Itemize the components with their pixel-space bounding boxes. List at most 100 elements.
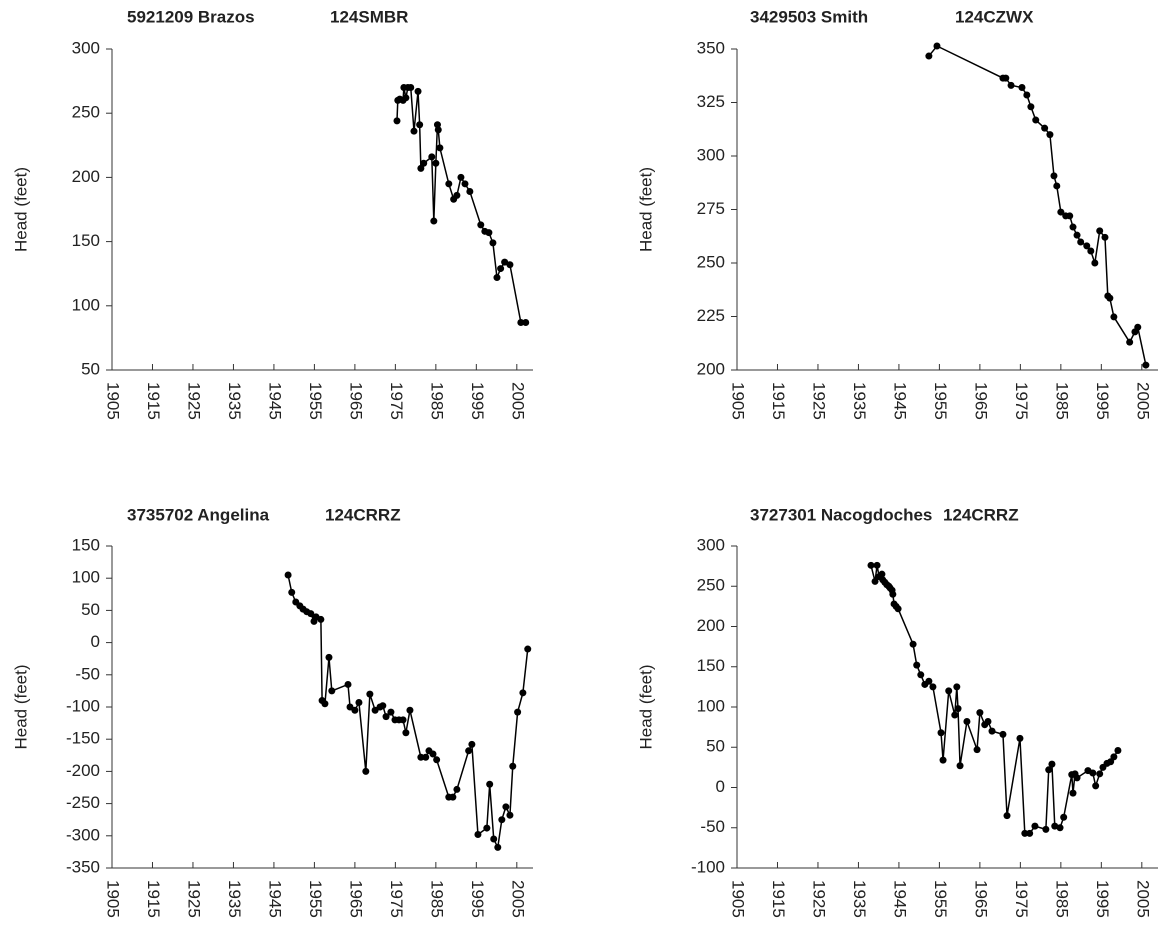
data-point (325, 653, 333, 661)
data-point (1031, 822, 1039, 830)
x-tick-label: 1915 (769, 382, 788, 420)
data-point (933, 42, 941, 50)
x-tick-label: 1975 (387, 382, 406, 420)
data-point (1016, 734, 1024, 742)
x-tick-label: 1915 (144, 382, 163, 420)
x-tick-label: 1975 (1012, 880, 1031, 918)
data-point (988, 727, 996, 735)
x-tick-label: 1925 (809, 880, 828, 918)
y-tick-label: 300 (697, 145, 725, 164)
x-tick-label: 1965 (346, 880, 365, 918)
y-tick-label: -150 (66, 729, 100, 748)
data-point (420, 159, 428, 167)
data-point (519, 689, 527, 697)
x-tick-label: 1955 (306, 382, 325, 420)
data-point (1092, 782, 1100, 790)
data-point (999, 730, 1007, 738)
y-tick-label: 50 (706, 737, 725, 756)
y-tick-label: 100 (72, 568, 100, 587)
chart-subtitle: 124SMBR (330, 7, 408, 26)
chart-subtitle: 124CZWX (955, 7, 1034, 26)
x-tick-label: 1945 (265, 880, 284, 918)
data-point (1096, 770, 1104, 778)
data-point (477, 221, 485, 229)
x-tick-label: 1985 (1052, 382, 1071, 420)
x-tick-label: 1915 (769, 880, 788, 918)
y-tick-label: 225 (697, 306, 725, 325)
data-line (870, 565, 1119, 835)
data-point (1042, 825, 1050, 833)
x-tick-label: 1925 (809, 382, 828, 420)
x-tick-label: 1985 (427, 880, 446, 918)
data-point (351, 706, 359, 714)
x-tick-label: 1975 (1012, 382, 1031, 420)
y-tick-label: 200 (697, 616, 725, 635)
x-tick-label: 1965 (346, 382, 365, 420)
data-point (1089, 769, 1097, 777)
y-tick-label: -350 (66, 857, 100, 876)
data-point (497, 265, 505, 273)
x-tick-label: 2005 (508, 382, 527, 420)
data-point (501, 258, 509, 266)
data-point (449, 793, 457, 801)
x-tick-label: 1945 (890, 880, 909, 918)
data-point (1134, 323, 1142, 331)
data-point (1045, 766, 1053, 774)
data-point (453, 191, 461, 199)
data-point (506, 261, 514, 269)
data-point (453, 785, 461, 793)
data-point (432, 159, 440, 167)
x-tick-label: 1985 (427, 382, 446, 420)
data-point (461, 180, 469, 188)
x-tick-label: 2005 (508, 880, 527, 918)
x-tick-label: 1905 (729, 382, 748, 420)
y-tick-label: 325 (697, 92, 725, 111)
y-tick-label: -250 (66, 793, 100, 812)
data-point (1002, 74, 1010, 82)
data-point (963, 717, 971, 725)
y-tick-label: 100 (72, 295, 100, 314)
data-point (1069, 223, 1077, 231)
data-point (1077, 238, 1085, 246)
data-point (1101, 233, 1109, 241)
data-point (506, 811, 514, 819)
y-tick-label: 150 (697, 656, 725, 675)
x-tick-label: 1905 (104, 382, 123, 420)
data-point (867, 561, 875, 569)
x-tick-label: 1995 (468, 382, 487, 420)
data-point (514, 708, 522, 716)
y-tick-label: 350 (697, 38, 725, 57)
data-point (433, 121, 441, 129)
data-point (1110, 313, 1118, 321)
data-point (407, 84, 415, 92)
data-point (466, 188, 474, 196)
x-tick-label: 1955 (931, 880, 950, 918)
x-tick-label: 1935 (225, 382, 244, 420)
data-point (1110, 753, 1118, 761)
data-point (945, 687, 953, 695)
data-point (1053, 182, 1061, 190)
data-point (925, 677, 933, 685)
chart-title: 5921209 Brazos (127, 7, 255, 26)
data-point (474, 831, 482, 839)
x-tick-label: 2005 (1133, 880, 1152, 918)
data-point (1142, 361, 1150, 369)
data-point (913, 661, 921, 669)
data-point (1126, 338, 1134, 346)
x-tick-label: 2005 (1133, 382, 1152, 420)
y-tick-label: 250 (697, 252, 725, 271)
data-point (422, 753, 430, 761)
data-point (524, 645, 532, 653)
data-point (307, 610, 315, 618)
data-point (909, 640, 917, 648)
data-point (1060, 813, 1068, 821)
data-point (366, 690, 374, 698)
x-tick-label: 1965 (971, 880, 990, 918)
chart-title: 3735702 Angelina (127, 505, 270, 524)
y-tick-label: 0 (91, 632, 100, 651)
data-point (917, 671, 925, 679)
y-tick-label: 150 (72, 231, 100, 250)
data-point (925, 52, 933, 60)
data-point (489, 239, 497, 247)
data-point (517, 318, 525, 326)
